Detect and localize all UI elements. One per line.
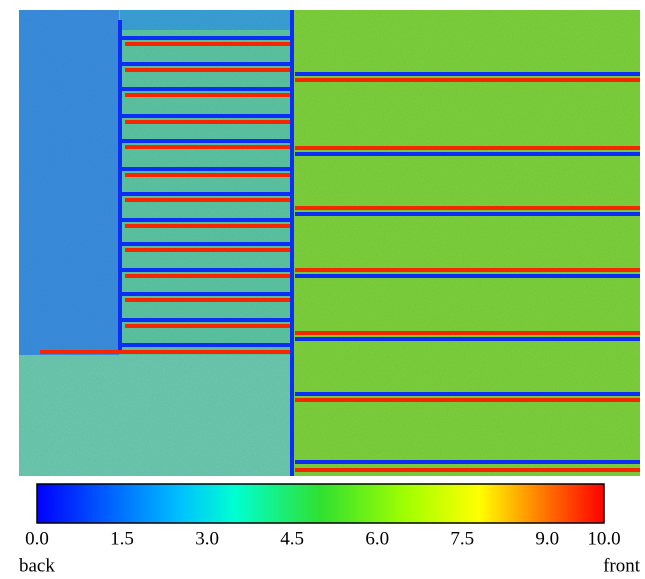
colorbar-tick-label: 3.0: [195, 528, 219, 549]
colorbar-tick-label: 0.0: [25, 528, 49, 549]
colorbar-tick-label: 1.5: [110, 528, 134, 549]
depth-image: [19, 10, 640, 476]
max-label: front: [603, 555, 641, 576]
colorbar-gradient: [36, 483, 605, 524]
colorbar: 0.0 1.5 3.0 4.5 6.0 7.5 9.0 10.0: [25, 483, 621, 549]
colorbar-tick-label: 6.0: [365, 528, 389, 549]
colorbar-tick-label: 9.0: [535, 528, 559, 549]
colorbar-tick-label: 7.5: [450, 528, 474, 549]
colorbar-tick-label: 4.5: [280, 528, 304, 549]
colorbar-tick-label: 10.0: [587, 528, 620, 549]
min-label: back: [19, 555, 55, 576]
